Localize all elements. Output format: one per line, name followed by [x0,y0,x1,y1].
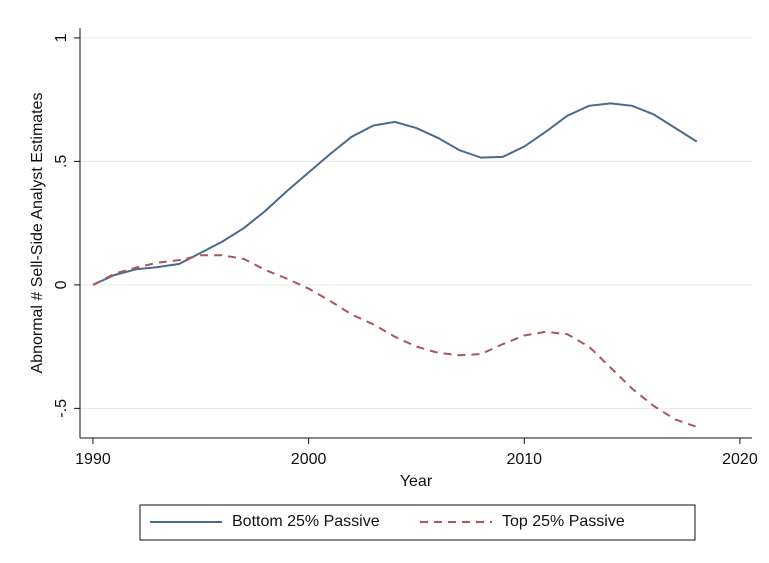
y-tick-label: -.5 [53,399,70,418]
x-tick-label: 2020 [722,451,758,468]
y-tick-label: 0 [53,280,70,289]
y-tick-label: 1 [53,33,70,42]
x-tick-label: 2000 [291,451,327,468]
x-tick-label: 1990 [75,451,111,468]
y-tick-label: .5 [53,155,70,168]
x-axis-label: Year [400,473,433,490]
legend-box [139,504,696,541]
y-axis-label: Abnormal # Sell-Side Analyst Estimates [29,92,46,373]
x-tick-label: 2010 [506,451,542,468]
series-line [92,254,698,428]
legend-label: Bottom 25% Passive [232,513,380,530]
legend-label: Top 25% Passive [502,513,625,530]
